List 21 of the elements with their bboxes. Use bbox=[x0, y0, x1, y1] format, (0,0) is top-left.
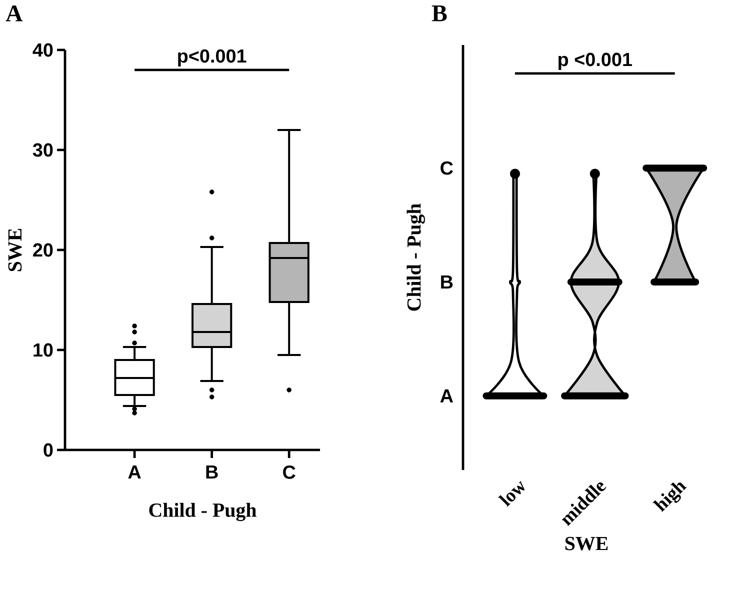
chart-title: A bbox=[6, 6, 23, 22]
text: Child - Pugh bbox=[406, 204, 425, 311]
category-label: B bbox=[441, 275, 453, 288]
y-tick-label: 30 bbox=[32, 143, 53, 157]
category-label: high bbox=[652, 482, 687, 512]
category-label: C bbox=[440, 161, 453, 175]
x-tick-label: C bbox=[283, 466, 296, 479]
y-tick-label: 0 bbox=[44, 443, 53, 457]
y-axis-title: SWE bbox=[8, 228, 22, 272]
y-tick-label: 20 bbox=[33, 243, 53, 257]
y-tick-label: 10 bbox=[34, 343, 53, 357]
x-tick-label: B bbox=[206, 466, 218, 479]
annotation: p<0.001 bbox=[178, 49, 246, 66]
x-tick-label: A bbox=[128, 466, 141, 479]
x-axis-title: Child - Pugh bbox=[149, 502, 256, 522]
text: SWE bbox=[565, 536, 608, 550]
text: B bbox=[432, 6, 447, 22]
text: p <0.001 bbox=[558, 52, 632, 70]
y-tick-label: 40 bbox=[32, 43, 53, 57]
category-label: low bbox=[498, 481, 525, 507]
category-label: A bbox=[440, 389, 453, 402]
